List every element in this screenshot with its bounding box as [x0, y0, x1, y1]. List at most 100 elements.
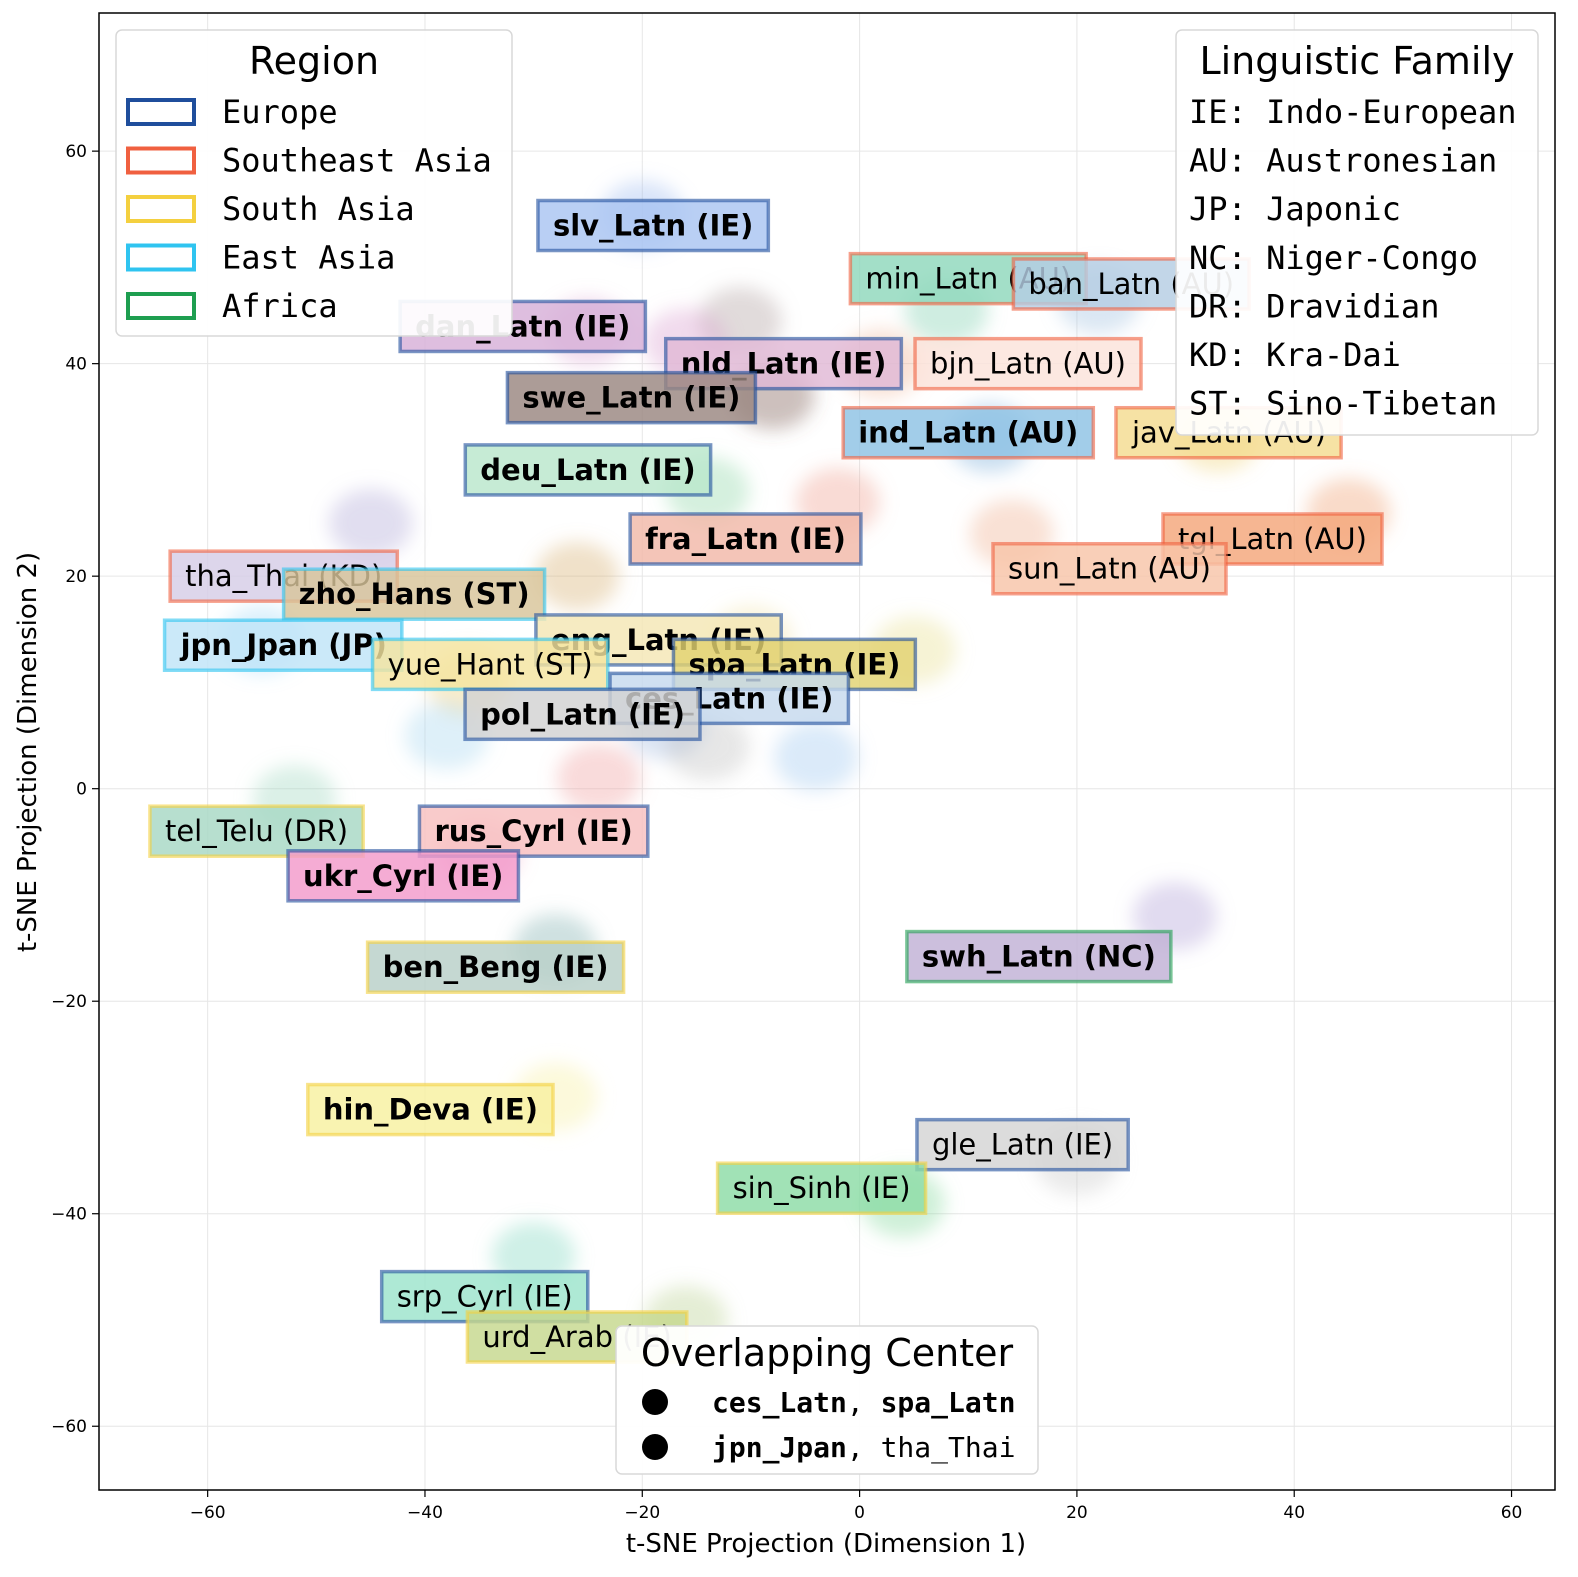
language-label-box: [913, 336, 1143, 391]
language-label-text: deu_Latn (IE): [480, 453, 695, 487]
overlap-separator: ,: [847, 1386, 881, 1419]
language-label-box: [628, 512, 863, 566]
region-swatch: [126, 292, 196, 320]
language-label: swh_Latn (NC): [905, 929, 1173, 984]
language-label-box: [505, 370, 758, 425]
family-legend-label: JP: Japonic: [1189, 190, 1401, 228]
language-label: jpn_Jpan (JP): [162, 618, 404, 672]
language-label: pol_Latn (IE): [463, 687, 702, 742]
language-label-box: [463, 687, 702, 742]
language-label: ind_Latn (AU): [841, 405, 1096, 460]
plot-frame: [98, 12, 1556, 1491]
language-label: sin_Sinh (IE): [715, 1161, 928, 1215]
overlap-legend-row: ces_Latn, spa_Latn: [712, 1386, 1015, 1419]
language-label-box: [663, 336, 904, 391]
overlap-lang-b: tha_Thai: [881, 1431, 1016, 1465]
region-legend-label: South Asia: [222, 190, 415, 228]
family-legend-title: Linguistic Family: [1199, 39, 1514, 83]
y-axis-label: t-SNE Projection (Dimension 2): [13, 552, 43, 952]
x-axis-label: t-SNE Projection (Dimension 1): [626, 1529, 1026, 1559]
language-label-text: srp_Cyrl (IE): [397, 1280, 573, 1314]
language-label-text: zho_Hans (ST): [299, 577, 530, 611]
language-label-text: ind_Latn (AU): [858, 416, 1078, 450]
language-label-text: rus_Cyrl (IE): [434, 814, 632, 848]
language-label-box: [148, 804, 365, 858]
language-label-text: swh_Latn (NC): [922, 940, 1156, 974]
x-tick-label: −20: [624, 1503, 660, 1523]
region-legend-title: Region: [249, 39, 379, 83]
overlap-separator: ,: [847, 1431, 881, 1464]
language-label-box: [463, 443, 713, 497]
language-label: gle_Latn (IE): [915, 1117, 1130, 1172]
language-label: sun_Latn (AU): [991, 541, 1228, 596]
overlap-lang-a: jpn_Jpan: [712, 1431, 847, 1464]
y-tick-label: −40: [51, 1205, 87, 1225]
language-label-text: yue_Hant (ST): [388, 647, 593, 681]
language-label-text: bjn_Latn (AU): [930, 347, 1126, 381]
overlap-marker: [642, 1389, 668, 1415]
language-label: slv_Latn (IE): [536, 198, 771, 253]
x-tick-label: 40: [1283, 1503, 1305, 1523]
language-label-text: swe_Latn (IE): [522, 381, 740, 415]
overlap-legend-title: Overlapping Center: [641, 1331, 1014, 1375]
language-label-text: sun_Latn (AU): [1008, 552, 1211, 586]
overlap-marker: [642, 1434, 668, 1460]
x-tick-label: 60: [1501, 1503, 1523, 1523]
y-tick-label: 0: [76, 780, 87, 800]
point-cluster: [328, 489, 413, 558]
overlap-legend-row: jpn_Jpan, tha_Thai: [712, 1431, 1015, 1465]
language-label-box: [417, 804, 650, 858]
language-label-text: gle_Latn (IE): [932, 1128, 1113, 1162]
language-label: tel_Telu (DR): [148, 804, 365, 858]
language-labels: slv_Latn (IE)min_Latn (AU)ban_Latn (AU)d…: [148, 198, 1384, 1364]
y-tick-label: 20: [65, 567, 87, 587]
language-label-box: [536, 198, 771, 253]
region-legend: Region Europe Southeast Asia South Asia Eas…: [115, 29, 513, 337]
y-tick-label: −20: [51, 992, 87, 1012]
language-label: hin_Deva (IE): [306, 1082, 555, 1137]
language-label-text: jpn_Jpan (JP): [180, 628, 387, 662]
family-legend-label: AU: Austronesian: [1189, 142, 1497, 180]
x-tick-label: −40: [407, 1503, 443, 1523]
language-label-box: [286, 849, 521, 903]
overlap-lang-a: ces_Latn: [712, 1386, 847, 1419]
language-label-text: hin_Deva (IE): [323, 1093, 538, 1127]
language-label: bjn_Latn (AU): [913, 336, 1143, 391]
language-label-text: sin_Sinh (IE): [733, 1171, 911, 1205]
language-label: zho_Hans (ST): [281, 567, 547, 621]
overlap-legend: Overlapping Center ces_Latn, spa_Latnjpn…: [615, 1325, 1039, 1475]
language-label-box: [365, 940, 626, 994]
region-legend-label: East Asia: [222, 239, 395, 277]
language-label: deu_Latn (IE): [463, 443, 713, 497]
language-label-box: [281, 567, 547, 621]
language-label-text: fra_Latn (IE): [645, 522, 846, 556]
overlap-lang-b: spa_Latn: [881, 1386, 1016, 1419]
x-tick-label: −60: [190, 1503, 226, 1523]
x-tick-label: 20: [1066, 1503, 1088, 1523]
language-label-box: [715, 1161, 928, 1215]
y-tick-label: 60: [65, 142, 87, 162]
language-label-box: [991, 541, 1228, 596]
language-label: ben_Beng (IE): [365, 940, 626, 994]
language-label-text: ben_Beng (IE): [383, 950, 609, 984]
point-cluster: [774, 722, 859, 791]
region-swatch: [126, 98, 196, 126]
language-label-text: tel_Telu (DR): [165, 814, 348, 848]
family-legend-label: DR: Dravidian: [1189, 287, 1439, 325]
language-label: yue_Hant (ST): [370, 637, 610, 692]
region-legend-label: Europe: [222, 93, 338, 131]
language-label-text: pol_Latn (IE): [480, 697, 685, 731]
language-label: rus_Cyrl (IE): [417, 804, 650, 858]
language-label: swe_Latn (IE): [505, 370, 758, 425]
region-legend-label: Africa: [222, 287, 338, 325]
region-legend-label: Southeast Asia: [222, 142, 492, 180]
family-legend: Linguistic Family IE: Indo-European AU: A…: [1175, 29, 1539, 436]
language-label-box: [306, 1082, 555, 1137]
language-label-box: [905, 929, 1173, 984]
point-cluster: [535, 542, 620, 611]
language-label-box: [915, 1117, 1130, 1172]
family-legend-label: IE: Indo-European: [1189, 93, 1517, 131]
x-tick-label: 0: [854, 1503, 865, 1523]
language-label: ukr_Cyrl (IE): [286, 849, 521, 903]
